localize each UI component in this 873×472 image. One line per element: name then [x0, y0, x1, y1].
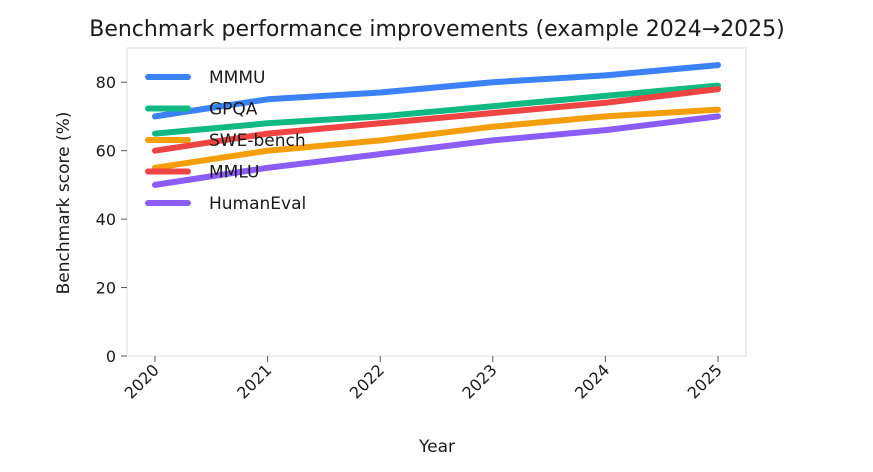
legend-label: MMLU: [209, 163, 259, 183]
legend: MMMU GPQA SWE-bench MMLU HumanEval: [145, 68, 306, 214]
y-tick-label: 80: [96, 73, 116, 92]
series-layer: [152, 62, 721, 188]
y-tick-label: 40: [96, 210, 116, 229]
x-tick-label: 2025: [684, 360, 726, 402]
y-axis-label: Benchmark score (%): [54, 112, 74, 295]
x-tick-label: 2022: [346, 360, 388, 402]
x-tick-label: 2020: [121, 360, 163, 402]
x-tick-label: 2021: [233, 360, 275, 402]
series-line-swe-bench: [152, 106, 721, 171]
series-line-mmmu: [152, 62, 721, 120]
y-axis: 0 20 40 60 80: [96, 73, 127, 366]
x-axis-label: Year: [418, 437, 455, 457]
x-tick-label: 2024: [571, 360, 613, 402]
chart-title: Benchmark performance improvements (exam…: [89, 17, 785, 42]
series-line-humaneval: [152, 113, 721, 188]
legend-label: MMMU: [209, 68, 265, 88]
legend-label: GPQA: [209, 100, 258, 120]
y-tick-label: 20: [96, 279, 116, 298]
x-tick-label: 2023: [458, 360, 500, 402]
y-tick-label: 60: [96, 142, 116, 161]
y-tick-label: 0: [106, 347, 116, 366]
series-line-mmlu: [152, 86, 721, 154]
x-axis: 2020 2021 2022 2023 2024 2025: [121, 356, 726, 403]
legend-label: HumanEval: [209, 194, 306, 214]
legend-label: SWE-bench: [209, 131, 306, 151]
series-line-gpqa: [152, 82, 721, 137]
